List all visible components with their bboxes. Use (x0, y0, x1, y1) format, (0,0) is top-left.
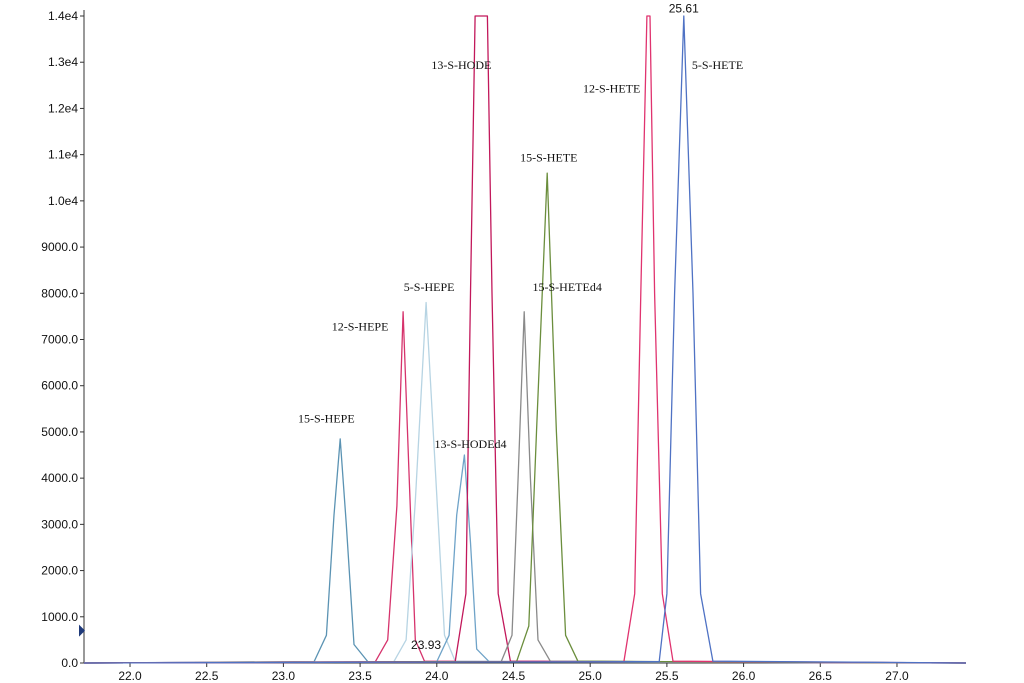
x-tick-label: 26.0 (732, 669, 756, 683)
y-tick-label: 7000.0 (41, 333, 78, 347)
y-tick-label: 1.0e4 (48, 194, 78, 208)
series-layer (83, 15, 967, 664)
peak-label: 15-S-HETEd4 (533, 280, 602, 294)
series-line (83, 15, 967, 664)
y-tick-label: 6000.0 (41, 379, 78, 393)
series-line (83, 438, 967, 664)
series-line (83, 311, 967, 664)
label-layer: 15-S-HEPE 12-S-HEPE 5-S-HEPE 13-S-HODEd4 13-… (298, 1, 743, 652)
x-tick-label: 26.5 (809, 669, 833, 683)
series-line (83, 172, 967, 664)
marker-triangle (79, 624, 85, 637)
x-tick-label: 24.5 (502, 669, 526, 683)
x-tick-label: 22.0 (118, 669, 142, 683)
x-tick-label: 27.0 (885, 669, 909, 683)
y-tick-label: 9000.0 (41, 240, 78, 254)
peak-label: 5-S-HEPE (404, 280, 455, 294)
apex-label: 23.93 (411, 638, 441, 652)
peak-label: 15-S-HETE (520, 151, 577, 165)
peak-label: 15-S-HEPE (298, 412, 355, 426)
x-tick-label: 24.0 (425, 669, 449, 683)
y-tick-label: 8000.0 (41, 286, 78, 300)
series-line (83, 15, 967, 664)
y-tick-label: 1.2e4 (48, 101, 78, 115)
axes: 0.0 1000.0 2000.0 3000.0 4000.0 5000.0 6000.0 7… (41, 9, 966, 683)
series-line (83, 454, 967, 664)
peak-label: 12-S-HETE (583, 81, 640, 95)
peak-label: 13-S-HODEd4 (435, 437, 507, 451)
y-tick-label: 5000.0 (41, 425, 78, 439)
y-tick-label: 1.3e4 (48, 55, 78, 69)
y-tick-label: 0.0 (61, 656, 78, 670)
y-tick-label: 1.1e4 (48, 148, 78, 162)
x-tick-label: 25.5 (655, 669, 679, 683)
y-tick-label: 1000.0 (41, 610, 78, 624)
apex-label: 25.61 (669, 1, 699, 15)
series-line (83, 15, 967, 664)
y-tick-label: 1.4e4 (48, 9, 78, 23)
x-tick-label: 25.0 (579, 669, 603, 683)
y-tick-label: 3000.0 (41, 517, 78, 531)
x-tick-label: 22.5 (195, 669, 219, 683)
x-tick-label: 23.0 (272, 669, 296, 683)
x-tick-label: 23.5 (348, 669, 372, 683)
peak-label: 12-S-HEPE (332, 319, 389, 333)
series-line (83, 311, 967, 664)
peak-label: 5-S-HETE (692, 58, 743, 72)
series-line (83, 301, 967, 664)
y-tick-label: 2000.0 (41, 564, 78, 578)
peak-label: 13-S-HODE (431, 58, 491, 72)
y-tick-label: 4000.0 (41, 471, 78, 485)
